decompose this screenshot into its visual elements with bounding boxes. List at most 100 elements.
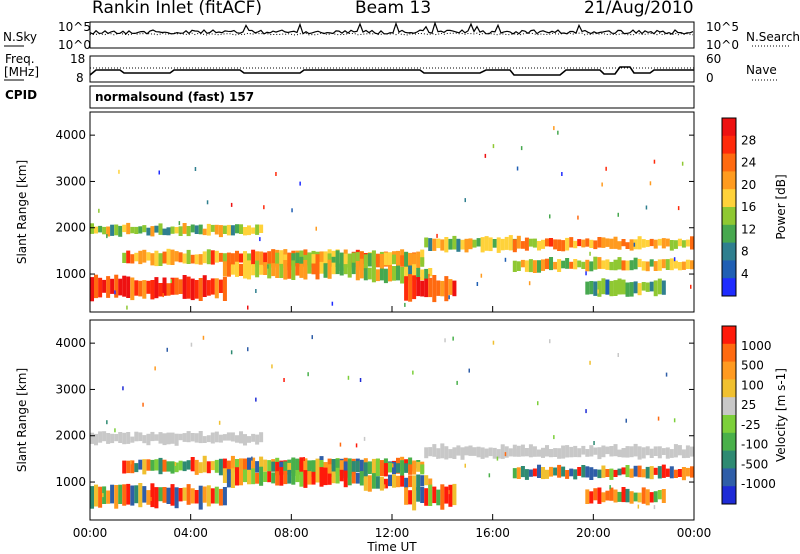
scatter-cell	[464, 198, 466, 203]
heatmap-cell	[239, 263, 244, 276]
heatmap-cell	[661, 464, 666, 478]
heatmap-cell	[218, 434, 223, 443]
heatmap-cell	[375, 458, 380, 477]
heatmap-cell	[613, 236, 618, 249]
heatmap-cell	[601, 492, 606, 503]
nsky-label: N.Sky	[3, 30, 38, 44]
heatmap-cell	[428, 478, 433, 489]
heatmap-cell	[122, 252, 127, 263]
heatmap-cell	[428, 484, 433, 506]
heatmap-cell	[641, 261, 646, 271]
heatmap-cell	[444, 276, 449, 302]
heatmap-cell	[327, 259, 332, 279]
heatmap-cell	[408, 274, 413, 302]
x-axis-label: Time UT	[366, 540, 417, 554]
heatmap-cell	[673, 444, 678, 458]
heatmap-cell	[565, 445, 570, 458]
heatmap-cell	[375, 269, 380, 282]
heatmap-cell	[263, 459, 268, 472]
scatter-cell	[267, 264, 269, 269]
heatmap-cell	[146, 252, 151, 261]
heatmap-cell	[528, 259, 533, 273]
colorbar-swatch	[722, 207, 736, 226]
heatmap-cell	[259, 456, 264, 473]
colorbar-swatch	[722, 450, 736, 469]
heatmap-cell	[110, 484, 115, 504]
scatter-cell	[589, 251, 591, 256]
scatter-cell	[392, 463, 394, 468]
heatmap-cell	[665, 468, 670, 477]
scatter-cell	[537, 401, 539, 406]
heatmap-cell	[327, 473, 332, 485]
heatmap-cell	[621, 279, 626, 295]
scatter-cell	[496, 456, 499, 461]
heatmap-cell	[424, 268, 429, 280]
heatmap-cell	[339, 469, 344, 482]
heatmap-cell	[585, 466, 590, 478]
heatmap-cell	[512, 448, 517, 457]
heatmap-cell	[573, 445, 578, 458]
heatmap-cell	[657, 259, 662, 271]
heatmap-cell	[126, 432, 131, 444]
nave-tick-top: 60	[706, 52, 722, 66]
heatmap-cell	[375, 476, 380, 489]
scatter-cell	[436, 455, 438, 459]
scatter-cell	[649, 181, 652, 186]
heatmap-cell	[251, 264, 256, 276]
heatmap-cell	[633, 281, 638, 294]
y-tick-label: 3000	[55, 174, 86, 188]
heatmap-cell	[222, 434, 227, 441]
heatmap-cell	[134, 280, 139, 296]
heatmap-cell	[230, 455, 235, 473]
heatmap-cell	[661, 259, 666, 269]
heatmap-cell	[166, 432, 171, 445]
heatmap-cell	[452, 280, 457, 297]
heatmap-cell	[323, 263, 328, 278]
heatmap-cell	[110, 278, 115, 294]
nsky-tick-top: 10^5	[58, 20, 91, 34]
heatmap-cell	[114, 274, 119, 298]
colorbar-swatch	[722, 486, 736, 505]
heatmap-cell	[424, 278, 429, 298]
heatmap-cell	[206, 249, 211, 265]
heatmap-cell	[198, 485, 203, 510]
heatmap-cell	[621, 487, 626, 503]
colorbar-tick-label: 16	[741, 200, 756, 214]
heatmap-cell	[383, 252, 388, 266]
colorbar-tick-label: -100	[741, 438, 768, 452]
y-tick-label: 2000	[55, 429, 86, 443]
heatmap-cell	[625, 488, 630, 503]
heatmap-cell	[347, 261, 352, 278]
heatmap-cell	[677, 262, 682, 271]
heatmap-cell	[561, 445, 566, 459]
heatmap-cell	[114, 434, 119, 442]
heatmap-cell	[597, 487, 602, 504]
scatter-cell	[448, 490, 450, 495]
heatmap-cell	[194, 254, 199, 265]
heatmap-cell	[665, 259, 670, 270]
scatter-cell	[625, 418, 627, 423]
nsky-tick-bottom: 10^0	[58, 38, 91, 52]
heatmap-cell	[553, 467, 558, 476]
colorbar-swatch	[722, 171, 736, 190]
heatmap-cell	[432, 486, 437, 504]
colorbar-label: Power [dB]	[774, 174, 788, 239]
heatmap-cell	[198, 254, 203, 265]
heatmap-cell	[553, 261, 558, 270]
heatmap-cell	[383, 478, 388, 489]
heatmap-cell	[653, 261, 658, 271]
scatter-cell	[428, 273, 430, 278]
heatmap-cell	[239, 466, 244, 486]
heatmap-cell	[218, 458, 223, 476]
heatmap-cell	[283, 260, 288, 280]
heatmap-cell	[142, 459, 147, 475]
heatmap-cell	[565, 237, 570, 251]
heatmap-cell	[500, 444, 505, 459]
heatmap-cell	[166, 248, 171, 265]
heatmap-cell	[569, 261, 574, 269]
heatmap-cell	[154, 225, 159, 233]
heatmap-cell	[287, 462, 292, 473]
heatmap-cell	[335, 250, 340, 268]
heatmap-cell	[645, 466, 650, 479]
heatmap-cell	[673, 469, 678, 478]
